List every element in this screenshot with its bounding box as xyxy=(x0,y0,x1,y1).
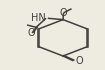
Text: O: O xyxy=(75,56,83,66)
Text: O: O xyxy=(27,28,35,38)
Text: HN: HN xyxy=(32,13,46,23)
Text: O: O xyxy=(60,8,67,18)
